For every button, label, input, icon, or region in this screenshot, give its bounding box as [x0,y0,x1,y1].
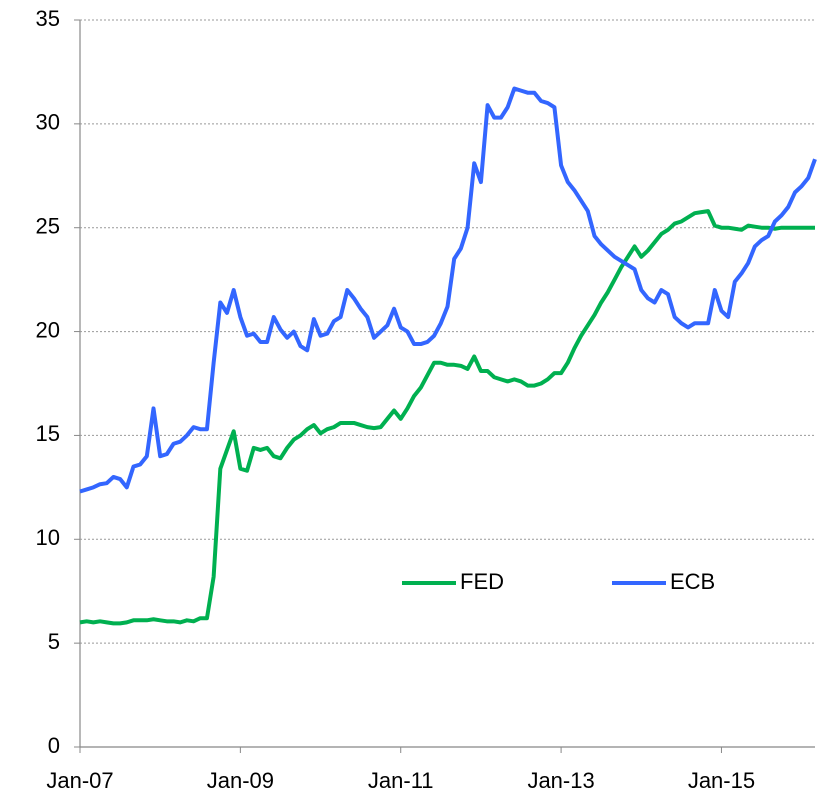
series-line [79,86,817,494]
x-tick-label: Jan-09 [207,768,274,793]
x-tick-label: Jan-07 [46,768,113,793]
x-tick-label: Jan-15 [688,768,755,793]
y-tick-label: 10 [36,525,60,550]
y-tick-label: 5 [48,629,60,654]
series-line [79,209,815,626]
legend-label: ECB [670,569,715,594]
y-tick-label: 35 [36,6,60,31]
legend-label: FED [460,569,504,594]
y-tick-label: 15 [36,421,60,446]
y-tick-label: 25 [36,214,60,239]
x-tick-label: Jan-11 [368,768,434,793]
y-tick-label: 20 [36,317,60,342]
x-tick-label: Jan-13 [527,768,594,793]
y-tick-label: 0 [48,733,60,758]
y-tick-label: 30 [36,110,60,135]
